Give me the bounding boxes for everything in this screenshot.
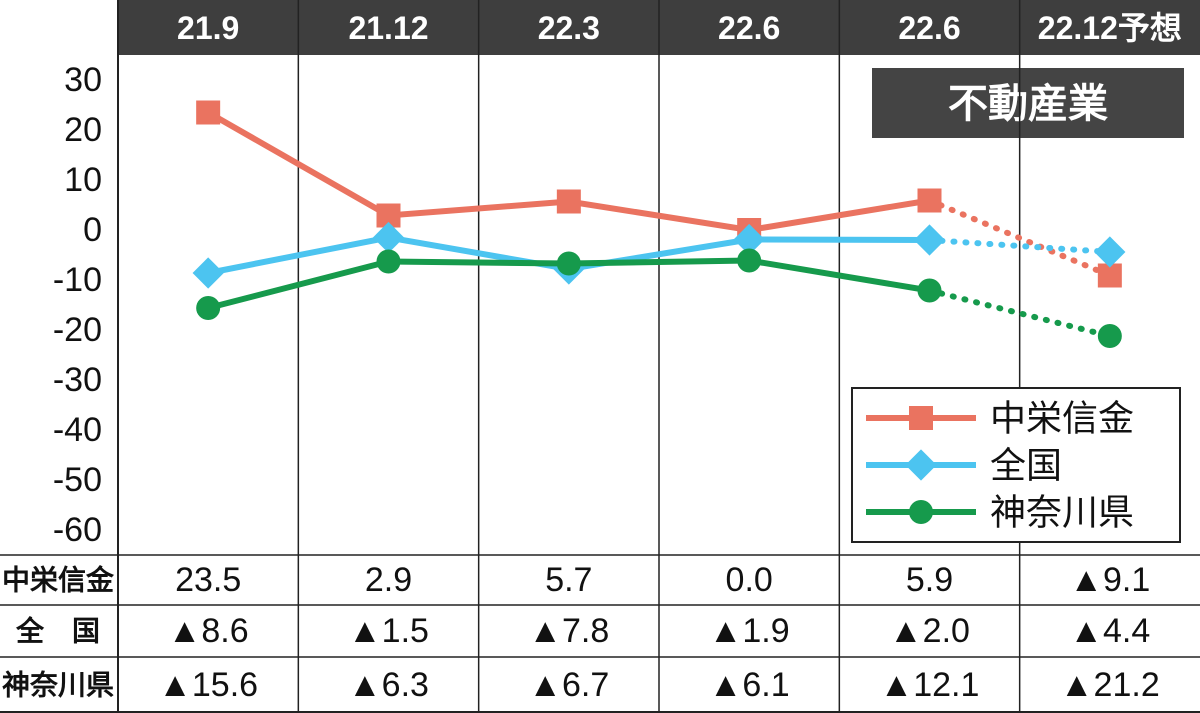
y-tick-label: -10 xyxy=(53,261,102,299)
marker xyxy=(733,223,765,256)
table-cell: ▲8.6 xyxy=(168,612,249,650)
y-tick-label: -30 xyxy=(53,361,102,399)
table-cell: 23.5 xyxy=(175,561,241,599)
marker xyxy=(376,249,401,274)
table-cell: ▲15.6 xyxy=(158,666,258,704)
forecast-line xyxy=(926,287,1113,339)
marker xyxy=(917,188,942,213)
legend-marker xyxy=(905,449,937,481)
x-tick-label: 21.12 xyxy=(348,10,428,46)
chart-title: 不動産業 xyxy=(948,82,1108,126)
marker xyxy=(913,224,946,256)
table-cell: 2.9 xyxy=(365,561,412,599)
marker xyxy=(917,278,942,303)
legend-label: 全国 xyxy=(990,445,1062,486)
row-label: 中栄信金 xyxy=(2,564,115,596)
marker xyxy=(372,221,405,254)
y-tick-label: -60 xyxy=(53,511,102,549)
y-tick-label: -50 xyxy=(53,461,102,499)
legend-marker xyxy=(909,500,933,524)
table-cell: 0.0 xyxy=(726,561,773,599)
table-cell: ▲6.1 xyxy=(709,666,790,704)
legend-label: 神奈川県 xyxy=(990,492,1134,533)
marker xyxy=(556,251,581,276)
table-cell: ▲2.0 xyxy=(889,612,970,650)
x-tick-label: 22.6 xyxy=(718,10,780,46)
x-tick-label: 22.12予想 xyxy=(1038,10,1182,46)
y-tick-label: 20 xyxy=(64,111,102,149)
marker xyxy=(196,100,221,125)
table-cell: ▲7.8 xyxy=(528,612,609,650)
table-cell: ▲21.2 xyxy=(1060,666,1160,704)
legend-marker xyxy=(909,406,933,430)
marker xyxy=(196,296,221,320)
x-tick-label: 21.9 xyxy=(177,10,239,46)
marker xyxy=(1097,324,1122,348)
table-cell: ▲9.1 xyxy=(1069,561,1150,599)
table-cell: ▲4.4 xyxy=(1069,612,1150,650)
row-label: 神奈川県 xyxy=(2,670,114,701)
legend-label: 中栄信金 xyxy=(990,398,1134,439)
y-tick-label: 30 xyxy=(64,61,102,99)
table-cell: 5.7 xyxy=(545,561,592,599)
table-cell: ▲12.1 xyxy=(880,666,980,704)
table-cell: ▲6.7 xyxy=(528,666,609,704)
y-tick-label: 10 xyxy=(64,161,102,199)
marker xyxy=(192,257,224,289)
title-box xyxy=(872,68,1184,138)
table-cell: ▲1.9 xyxy=(709,612,790,650)
table-cell: ▲1.5 xyxy=(348,612,429,650)
marker xyxy=(737,248,762,273)
marker xyxy=(1094,236,1126,268)
y-tick-label: 0 xyxy=(83,211,102,249)
y-tick-label: -20 xyxy=(53,311,102,349)
table-cell: 5.9 xyxy=(906,561,953,599)
marker xyxy=(556,189,581,214)
x-tick-label: 22.3 xyxy=(538,10,600,46)
forecast-line xyxy=(926,197,1113,279)
x-tick-label: 22.6 xyxy=(898,10,960,46)
row-label: 全 国 xyxy=(15,615,100,647)
table-cell: ▲6.3 xyxy=(348,666,429,704)
y-tick-label: -40 xyxy=(53,411,102,449)
